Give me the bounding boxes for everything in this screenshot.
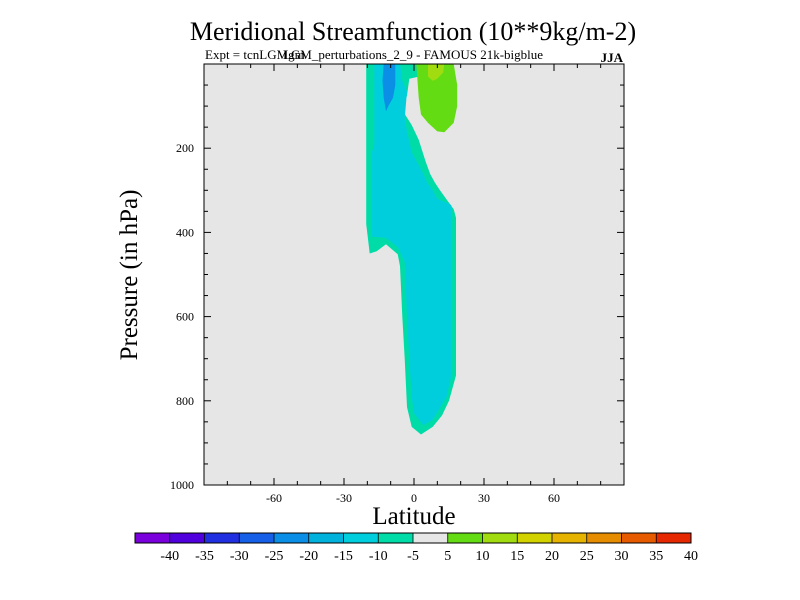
colorbar-swatch bbox=[447, 533, 483, 543]
colorbar-swatch bbox=[239, 533, 274, 543]
colorbar-swatch bbox=[274, 533, 309, 543]
y-tick-label: 1000 bbox=[170, 478, 194, 492]
colorbar bbox=[134, 532, 692, 544]
colorbar-swatch bbox=[343, 533, 379, 543]
chart-subtitle-left: Expt = tcnLGMgm bbox=[205, 47, 305, 62]
x-axis-label: Latitude bbox=[372, 503, 455, 530]
contour-regions bbox=[366, 64, 458, 435]
colorbar-swatch bbox=[552, 533, 587, 543]
colorbar-label: 40 bbox=[684, 549, 698, 564]
colorbar-label: -5 bbox=[407, 549, 419, 564]
colorbar-label: 10 bbox=[476, 549, 490, 564]
colorbar-label: 35 bbox=[649, 549, 663, 564]
colorbar-swatch bbox=[204, 533, 240, 543]
sh-cell-level-15to20 bbox=[382, 64, 396, 112]
nh-cell-level-10to15 bbox=[428, 64, 445, 81]
y-tick-labels: 200 400 600 800 1000 bbox=[170, 141, 194, 492]
colorbar-swatch bbox=[621, 533, 657, 543]
colorbar-frame bbox=[134, 532, 692, 544]
colorbar-swatch bbox=[169, 533, 205, 543]
nh-cell-level-5to10 bbox=[416, 64, 458, 133]
colorbar-label: -20 bbox=[299, 549, 318, 564]
colorbar-label: 20 bbox=[545, 549, 559, 564]
colorbar-swatch bbox=[413, 533, 448, 543]
colorbar-label: 15 bbox=[510, 549, 524, 564]
x-tick-label: 60 bbox=[548, 491, 560, 505]
colorbar-label: -15 bbox=[334, 549, 353, 564]
colorbar-label: -25 bbox=[265, 549, 284, 564]
x-tick-label: 0 bbox=[411, 491, 417, 505]
x-tick-label: -30 bbox=[336, 491, 352, 505]
season-label: JJA bbox=[601, 50, 624, 65]
x-tick-label: 30 bbox=[478, 491, 490, 505]
colorbar-label: -30 bbox=[230, 549, 249, 564]
y-tick-label: 200 bbox=[176, 141, 194, 155]
colorbar-labels: -40 -35 -30 -25 -20 -15 -10 -5 5 10 15 20 25 30 35 40 bbox=[160, 549, 698, 564]
axis-ticks bbox=[204, 64, 624, 485]
y-tick-label: 400 bbox=[176, 225, 194, 239]
colorbar-swatch bbox=[135, 533, 170, 543]
colorbar-swatch bbox=[482, 533, 518, 543]
colorbar-label: -10 bbox=[369, 549, 388, 564]
y-axis-label: Pressure (in hPa) bbox=[116, 190, 143, 361]
x-tick-labels: -60 -30 0 30 60 bbox=[266, 491, 560, 505]
x-tick-label: -60 bbox=[266, 491, 282, 505]
y-tick-label: 800 bbox=[176, 394, 194, 408]
colorbar-swatch bbox=[378, 533, 413, 543]
chart-title: Meridional Streamfunction (10**9kg/m-2) bbox=[190, 17, 636, 46]
chart-subtitle-center: LGM_perturbations_2_9 - FAMOUS 21k-bigbl… bbox=[283, 47, 543, 62]
colorbar-label: -35 bbox=[195, 549, 214, 564]
colorbar-label: 5 bbox=[444, 549, 451, 564]
colorbar-swatch bbox=[308, 533, 344, 543]
colorbar-label: 30 bbox=[615, 549, 629, 564]
colorbar-swatch bbox=[656, 533, 691, 543]
colorbar-label: 25 bbox=[580, 549, 594, 564]
sh-cell-level-10to15 bbox=[372, 64, 452, 426]
colorbar-swatch bbox=[517, 533, 552, 543]
colorbar-label: -40 bbox=[160, 549, 179, 564]
y-tick-label: 600 bbox=[176, 310, 194, 324]
colorbar-swatch bbox=[586, 533, 622, 543]
